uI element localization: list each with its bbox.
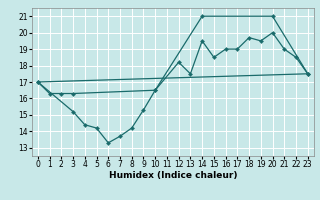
X-axis label: Humidex (Indice chaleur): Humidex (Indice chaleur) <box>108 171 237 180</box>
